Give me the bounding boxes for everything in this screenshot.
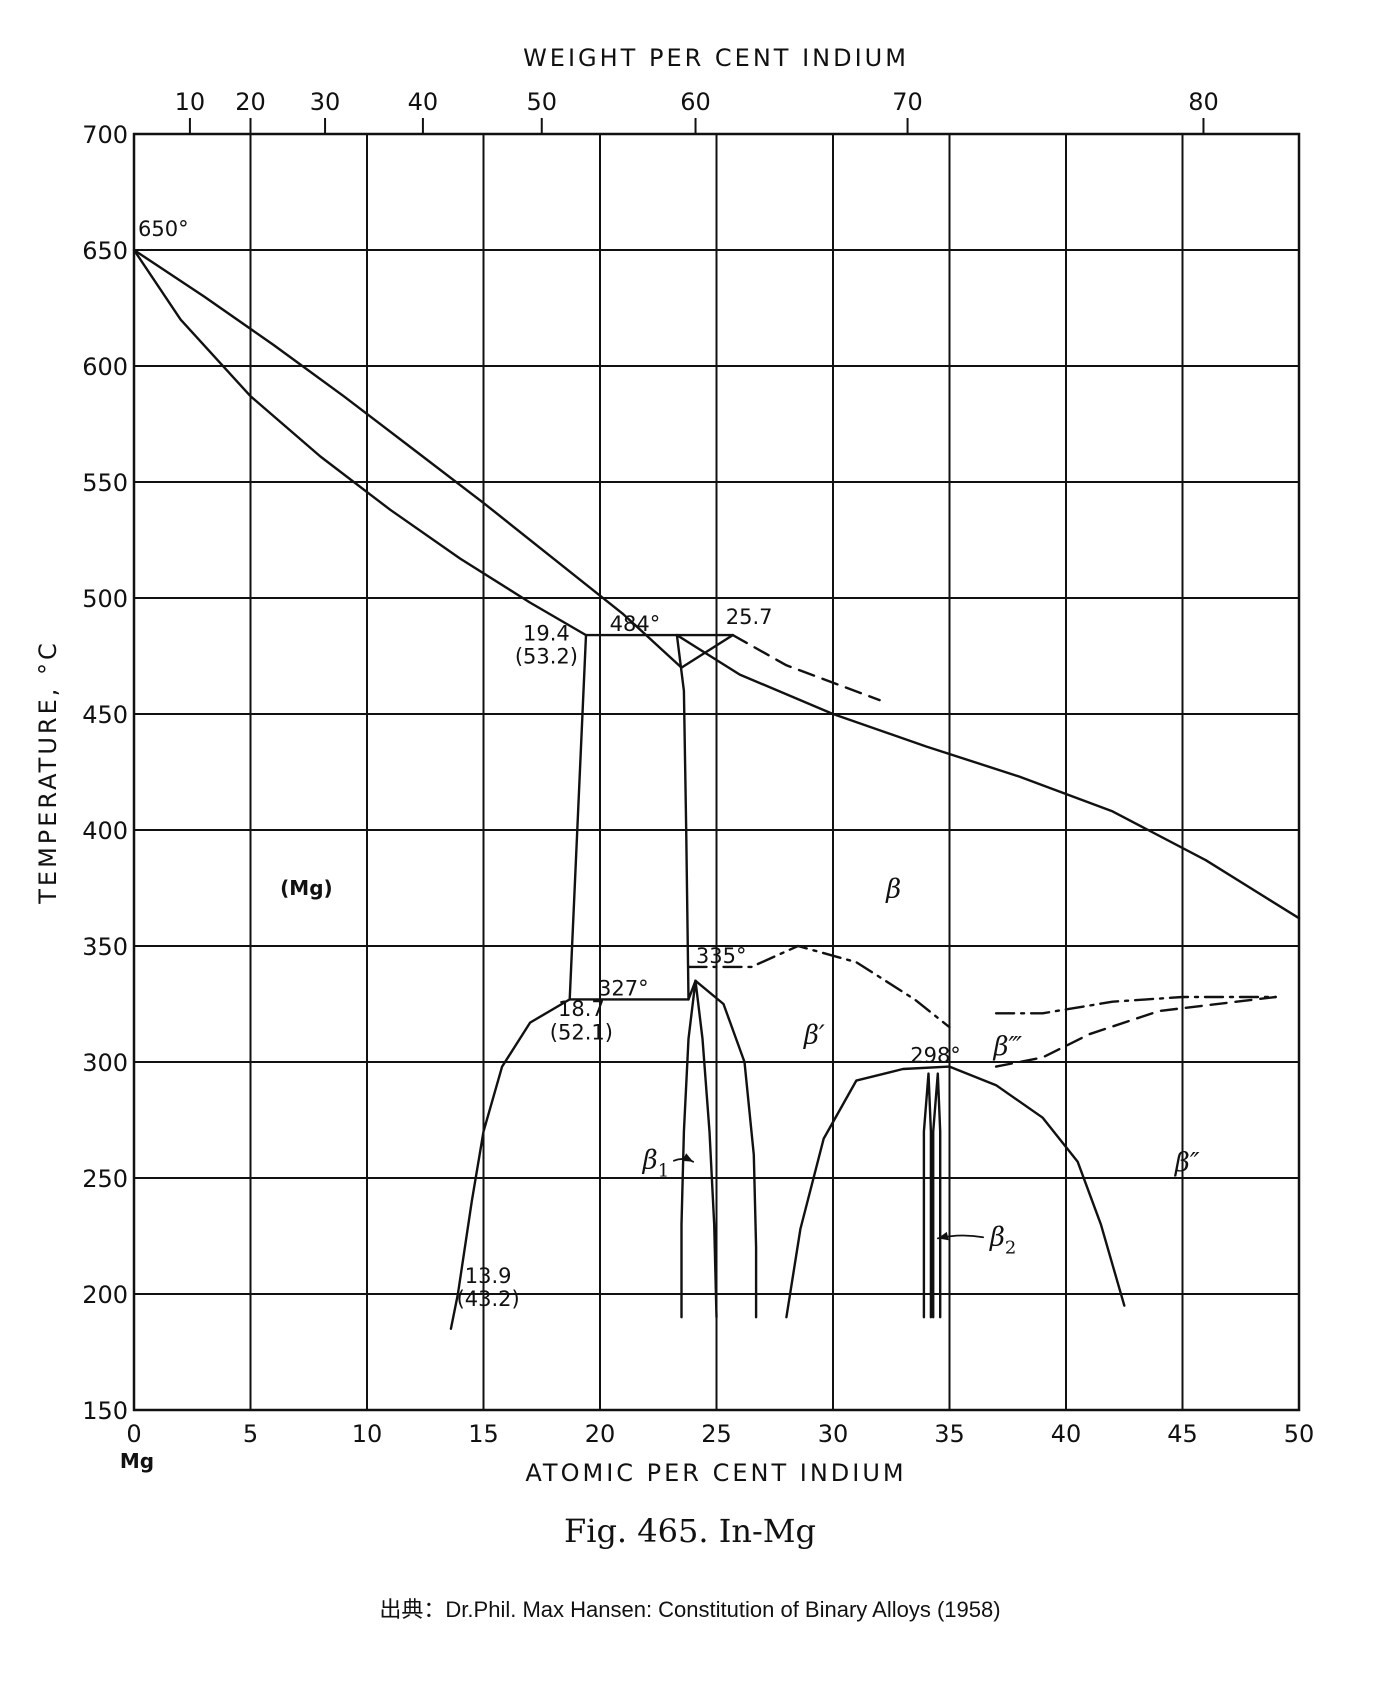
- y-tick-label: 250: [82, 1165, 128, 1193]
- annotation-label: (53.2): [515, 645, 578, 669]
- top-tick-label: 50: [526, 88, 557, 116]
- phase-label: β‴: [992, 1032, 1022, 1062]
- annotation-label: (43.2): [457, 1287, 520, 1311]
- annotation-label: 18.7: [558, 997, 605, 1021]
- weight-percent-ticks: 10 20 30 40 50 60 70 80: [175, 88, 1219, 134]
- x-tick-label: 5: [243, 1420, 258, 1448]
- top-tick-label: 40: [408, 88, 439, 116]
- phase-boundary-curve: [687, 944, 951, 1029]
- annotation-label: 298°: [910, 1044, 961, 1068]
- y-tick-label: 550: [82, 469, 128, 497]
- phase-label: β″: [1174, 1148, 1200, 1178]
- x-tick-label: 35: [934, 1420, 965, 1448]
- y-tick-label: 300: [82, 1049, 128, 1077]
- x-tick-label: 15: [468, 1420, 499, 1448]
- phase-boundary-curve: [132, 248, 734, 669]
- y-tick-label: 400: [82, 817, 128, 845]
- phase-boundary-curve: [675, 633, 1301, 920]
- arrow-head: [937, 1231, 949, 1241]
- phase-labels: (Mg) β β′ β‴ β″ β1 β2: [280, 874, 1200, 1258]
- annotation-label: 335°: [696, 944, 747, 968]
- annotations: 650° 484° 19.4(53.2) 25.7 327° 335° 18.7(52.1)…: [138, 217, 961, 1311]
- phase-boundary-curve: [680, 979, 697, 1319]
- phase-boundary-curve: [922, 1072, 933, 1319]
- top-axis-title: WEIGHT PER CENT INDIUM: [523, 44, 909, 72]
- annotation-label: 484°: [610, 612, 661, 636]
- annotation-label: 25.7: [726, 605, 773, 629]
- phase-boundary-curve: [932, 1072, 942, 1319]
- x-axis-title: ATOMIC PER CENT INDIUM: [525, 1459, 906, 1487]
- x-tick-label: 50: [1284, 1420, 1315, 1448]
- phase-boundary-curve: [994, 995, 1277, 1015]
- annotation-label: 19.4: [523, 621, 570, 645]
- y-tick-label: 200: [82, 1281, 128, 1309]
- y-tick-label: 500: [82, 585, 128, 613]
- y-tick-labels: 150 200 250 300 350 400 450 500 550 600 650 700: [82, 121, 128, 1425]
- top-tick-label: 70: [892, 88, 923, 116]
- arrow-head: [682, 1153, 694, 1162]
- phase-label: β: [885, 874, 901, 904]
- phase-boundary-curve: [785, 1065, 1126, 1319]
- x-tick-labels: 0 5 10 15 20 25 30 35 40 45 50: [126, 1420, 1314, 1448]
- phase-label: β1: [642, 1146, 669, 1182]
- x-origin-label: Mg: [120, 1449, 154, 1473]
- y-tick-label: 350: [82, 933, 128, 961]
- annotation-label: 650°: [138, 217, 189, 241]
- source-caption: 出典：Dr.Phil. Max Hansen: Constitution of …: [379, 1597, 1001, 1622]
- y-axis-title: TEMPERATURE, °C: [34, 640, 62, 905]
- top-tick-label: 30: [310, 88, 341, 116]
- top-tick-label: 20: [235, 88, 266, 116]
- y-tick-label: 600: [82, 353, 128, 381]
- grid-lines: [133, 133, 1300, 1411]
- x-tick-label: 10: [352, 1420, 383, 1448]
- annotation-label: 13.9: [465, 1264, 512, 1288]
- annotation-label: 327°: [598, 976, 649, 1000]
- phase-boundary-curve: [994, 995, 1277, 1068]
- top-tick-label: 60: [680, 88, 711, 116]
- y-tick-label: 700: [82, 121, 128, 149]
- x-tick-label: 30: [818, 1420, 849, 1448]
- phase-boundary-curve: [731, 633, 881, 702]
- phase-label: β′: [803, 1020, 825, 1050]
- phase-boundaries: [132, 248, 1301, 1331]
- x-tick-label: 40: [1051, 1420, 1082, 1448]
- x-tick-label: 25: [701, 1420, 732, 1448]
- y-tick-label: 150: [82, 1397, 128, 1425]
- phase-label: (Mg): [280, 876, 333, 900]
- annotation-label: (52.1): [550, 1020, 613, 1044]
- top-tick-label: 10: [175, 88, 206, 116]
- phase-label: β2: [989, 1222, 1016, 1258]
- phase-boundary-curve: [449, 998, 571, 1331]
- figure-caption: Fig. 465. In-Mg: [564, 1512, 816, 1550]
- y-tick-label: 450: [82, 701, 128, 729]
- x-tick-label: 20: [585, 1420, 616, 1448]
- y-tick-label: 650: [82, 237, 128, 265]
- x-tick-label: 0: [126, 1420, 141, 1448]
- x-tick-label: 45: [1167, 1420, 1198, 1448]
- phase-boundary-curve: [694, 979, 718, 1319]
- phase-boundary-curve: [132, 248, 588, 637]
- phase-boundary-curve: [568, 633, 588, 1001]
- top-tick-label: 80: [1188, 88, 1219, 116]
- phase-boundary-curve: [675, 633, 690, 1001]
- phase-boundary-curve: [694, 979, 758, 1319]
